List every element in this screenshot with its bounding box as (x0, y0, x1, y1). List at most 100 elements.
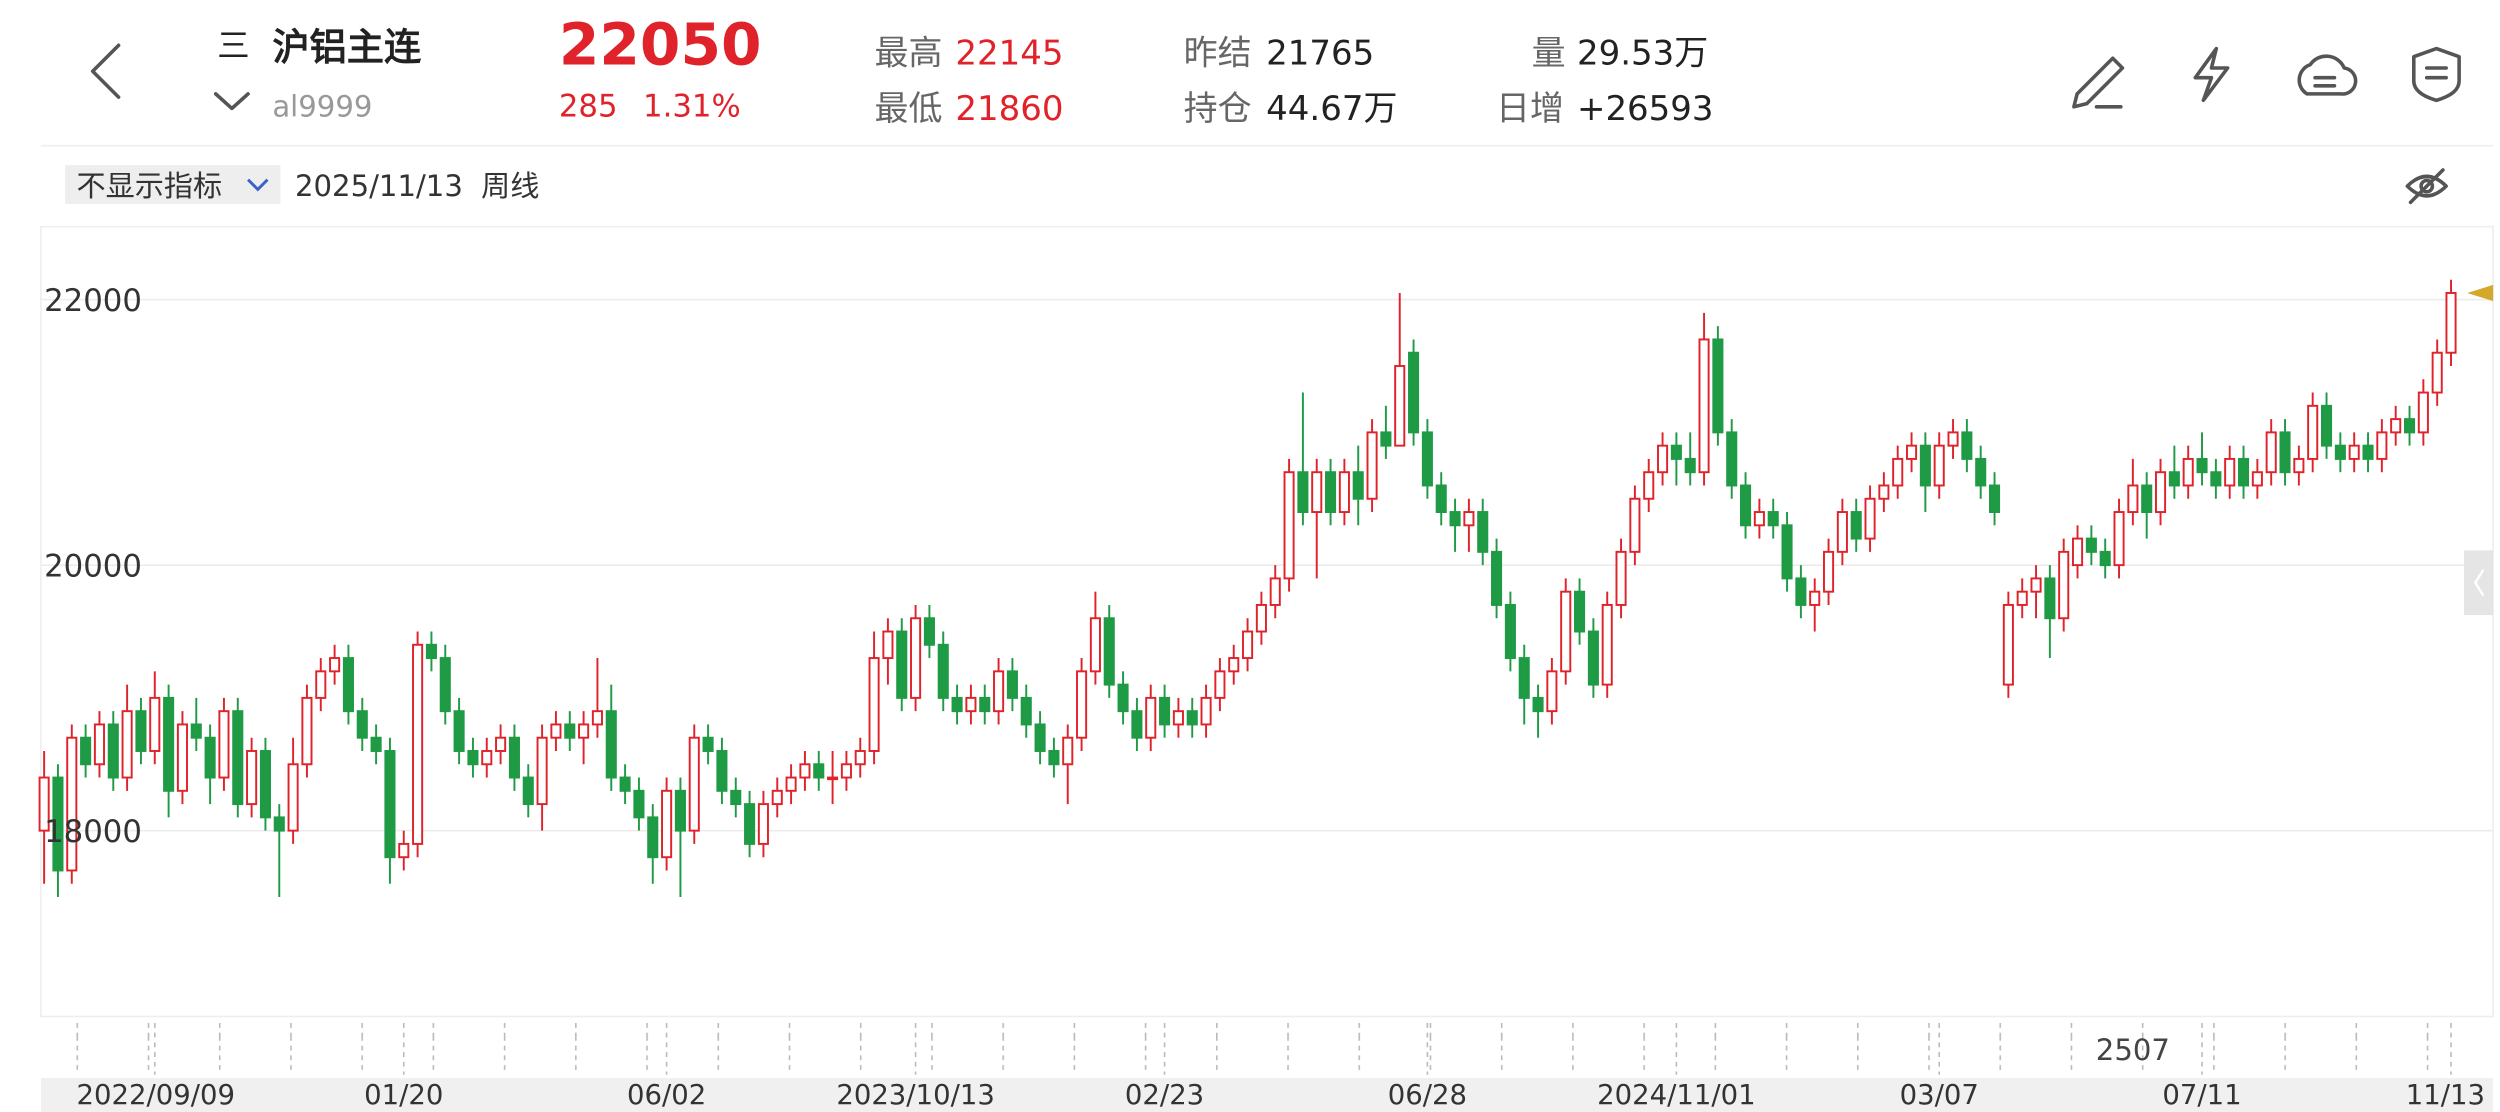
candle-body (1712, 338, 1724, 434)
candle-body (2224, 457, 2236, 487)
candle-body (467, 750, 479, 766)
x-tick-label: 02/23 (1125, 1079, 1204, 1111)
candle-body (121, 710, 133, 779)
candle-body (1961, 431, 1973, 460)
candle-body (522, 776, 534, 806)
candle-body (1989, 484, 2001, 514)
candle-body (1698, 338, 1710, 474)
y-tick-label: 20000 (44, 548, 142, 584)
cloud-icon[interactable] (2297, 54, 2358, 96)
eye-icon[interactable] (2405, 168, 2448, 205)
expand-icon[interactable] (213, 92, 250, 111)
candle-body (993, 670, 1005, 713)
menu-icon[interactable]: 三 (217, 27, 249, 65)
candle-body (1684, 457, 1696, 474)
candle-body (1297, 471, 1309, 514)
candle-body (827, 776, 839, 781)
stat-label: 日增 (1496, 89, 1564, 129)
candle-body (550, 723, 562, 739)
candle-body (854, 750, 866, 766)
candle-body (840, 763, 852, 779)
candle-body (439, 657, 451, 713)
candle-body (1670, 444, 1682, 460)
candle-body (674, 789, 686, 832)
candle-body (1615, 550, 1627, 606)
candle-body (38, 776, 50, 832)
candle-body (1864, 497, 1876, 540)
side-tab-arrow (2473, 569, 2485, 597)
stat-value: 22145 (955, 34, 1063, 74)
candle-body (1408, 351, 1420, 434)
candle-body (2002, 603, 2014, 686)
candle-body (1975, 457, 1987, 487)
candle-body (356, 710, 368, 739)
candle-body (2058, 550, 2070, 620)
candle-body (2265, 431, 2277, 474)
plot-frame (40, 225, 2494, 1018)
indicator-select[interactable] (65, 165, 281, 204)
candle-body (1242, 630, 1254, 660)
side-tab[interactable] (2463, 550, 2494, 616)
x-tick-label: 06/02 (627, 1079, 706, 1111)
candle-body (2155, 471, 2167, 514)
dropdown-arrow (247, 178, 269, 192)
candle-body (1933, 444, 1945, 487)
candle-body (2307, 404, 2319, 460)
candle-body (342, 657, 354, 713)
candle-body (591, 710, 603, 726)
candle-body (329, 657, 341, 673)
time-grid (40, 1022, 2494, 1075)
candle-body (1034, 723, 1046, 752)
stat-label: 最高 (874, 34, 942, 74)
back-button[interactable] (90, 43, 121, 99)
x-tick-label: 2022/09/09 (76, 1079, 235, 1111)
draw-icon[interactable] (2072, 56, 2125, 109)
candle-body (80, 736, 92, 766)
stat-label: 持仓 (1184, 89, 1252, 129)
candle-body (716, 750, 728, 792)
stat-label: 昨结 (1184, 34, 1252, 74)
candle-body (730, 789, 742, 806)
x-tick-label: 2024/11/01 (1597, 1079, 1756, 1111)
candle-body (1795, 577, 1807, 606)
shield-icon[interactable] (2412, 46, 2461, 103)
candle-body (1117, 683, 1129, 713)
candle-body (2072, 537, 2084, 567)
stat-value: 29.53万 (1577, 34, 1708, 74)
candle-body (1076, 670, 1088, 739)
candle-body (315, 670, 327, 699)
candle-body (2431, 351, 2443, 394)
candle-body (633, 789, 645, 819)
candle-body (2196, 457, 2208, 474)
candle-body (149, 696, 161, 752)
candle-body (1491, 550, 1503, 606)
candle-body (1878, 484, 1890, 500)
candle-body (882, 630, 894, 660)
candle-body (1325, 471, 1337, 514)
candle-body (1560, 590, 1572, 673)
date: 2025/11/13 (295, 169, 463, 203)
candle-body (2016, 590, 2028, 606)
candle-body (1435, 484, 1447, 514)
stat-value: 21765 (1266, 34, 1374, 74)
candle-body (1159, 696, 1171, 726)
candle-body (1214, 670, 1226, 699)
candle-body (937, 643, 949, 699)
y-tick-label: 18000 (44, 814, 142, 850)
candle-body (508, 736, 520, 779)
candle-body (1311, 471, 1323, 514)
candle-body (1449, 511, 1461, 527)
candle-body (2168, 471, 2180, 487)
y-tick-label: 22000 (44, 283, 142, 319)
symbol-name: 沪铝主连 (272, 25, 422, 69)
candle-body (1338, 471, 1350, 514)
candle-body (536, 736, 548, 806)
candle-body (2113, 511, 2125, 567)
candle-body (2099, 550, 2111, 567)
flash-icon[interactable] (2193, 46, 2230, 103)
candle-body (2182, 457, 2194, 487)
candle-body (232, 710, 244, 806)
candle-body (301, 696, 313, 766)
candle-body (702, 736, 714, 752)
